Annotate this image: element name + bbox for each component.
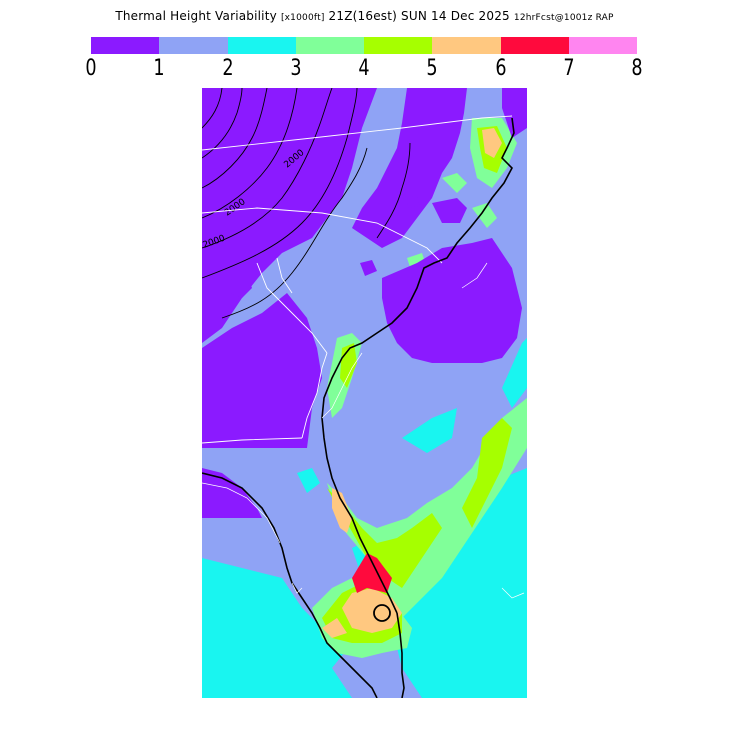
legend-swatch [568,37,637,54]
map-title: Thermal Height Variability [x1000ft] 21Z… [0,9,729,23]
title-units: [x1000ft] [280,13,325,23]
legend-swatch [159,37,228,54]
title-forecast: 12hrFcst@1001z RAP [513,13,614,23]
legend-swatch [227,37,296,54]
state-boundaries [202,115,513,444]
legend-swatch [91,37,160,54]
legend-tick-label: 1 [153,56,165,81]
legend-tick-label: 3 [290,56,302,81]
title-valid-time: 21Z(16est) SUN 14 Dec 2025 [328,9,510,23]
coastline [202,117,515,698]
coastal-detail [202,262,525,599]
legend-swatch [295,37,364,54]
legend-swatch [432,37,501,54]
legend-swatch [500,37,569,54]
title-main: Thermal Height Variability [115,9,277,23]
legend-tick-label: 8 [631,56,643,81]
legend-ticks: 0 1 2 3 4 5 6 7 8 [0,56,729,84]
legend-tick-label: 0 [85,56,97,81]
legend-tick-label: 5 [426,56,438,81]
legend-swatch [364,37,433,54]
legend-tick-label: 4 [358,56,370,81]
contour-lines [202,88,411,319]
low-regions [202,88,527,518]
legend-tick-label: 2 [221,56,234,81]
orange-regions [322,128,502,638]
legend-tick-label: 6 [494,56,507,81]
legend-tick-label: 7 [563,56,575,81]
color-legend [91,37,637,54]
forecast-map: 2000 2000 2000 [202,88,527,698]
